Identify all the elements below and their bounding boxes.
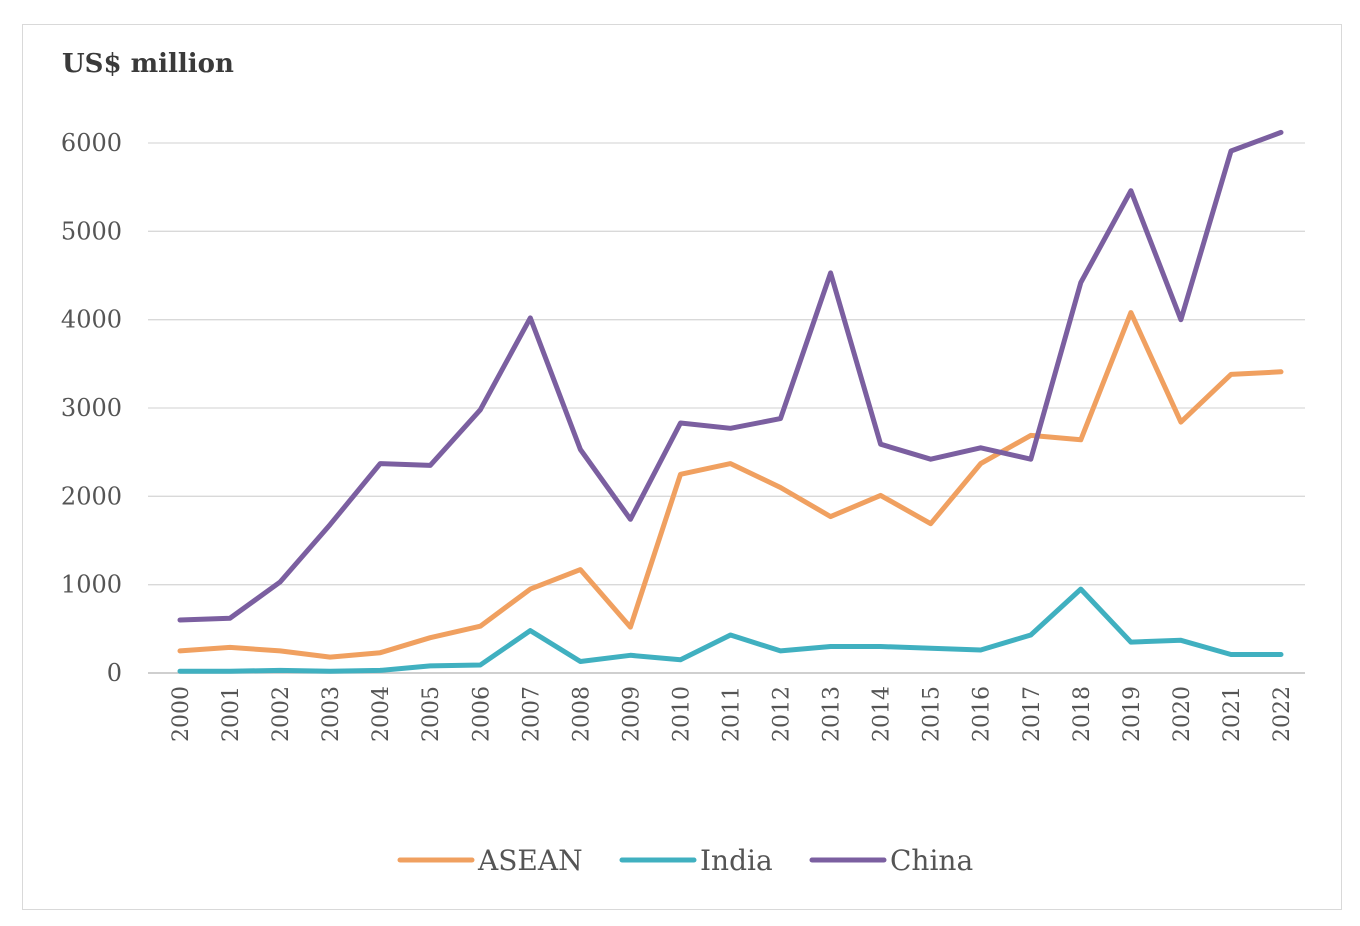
x-tick-label: 2003 <box>319 686 344 742</box>
y-tick-label: 1000 <box>61 571 122 599</box>
series-lines <box>177 129 1284 674</box>
x-tick-label: 2010 <box>669 686 694 742</box>
y-tick-label: 3000 <box>61 394 122 422</box>
x-tick-label: 2006 <box>469 686 494 742</box>
x-tick-label: 2014 <box>870 686 895 742</box>
legend-label-asean: ASEAN <box>477 844 583 877</box>
y-tick-label: 6000 <box>61 129 122 157</box>
x-tick-label: 2013 <box>820 686 845 742</box>
x-tick-label: 2022 <box>1270 686 1295 742</box>
legend-label-india: India <box>700 844 773 877</box>
series-line-china <box>177 129 1284 623</box>
legend: ASEAN India China <box>397 844 973 877</box>
x-tick-label: 2015 <box>920 686 945 742</box>
x-tick-label: 2017 <box>1020 686 1045 742</box>
x-tick-label: 2001 <box>219 686 244 742</box>
x-tick-label: 2000 <box>169 686 194 742</box>
x-tick-label: 2005 <box>419 686 444 742</box>
x-tick-label: 2002 <box>269 686 294 742</box>
x-tick-label: 2016 <box>970 686 995 742</box>
x-axis-ticks: 2000 2001 2002 2003 2004 2005 2006 2007 2008 2009… <box>169 686 1295 742</box>
series-line-india <box>177 586 1284 674</box>
x-tick-label: 2004 <box>369 686 394 742</box>
chart-frame <box>22 24 1342 910</box>
x-tick-label: 2020 <box>1170 686 1195 742</box>
y-tick-label: 2000 <box>61 482 122 510</box>
x-tick-label: 2009 <box>619 686 644 742</box>
series-line-asean <box>177 310 1284 660</box>
gridlines <box>148 142 1305 674</box>
y-tick-label: 5000 <box>61 217 122 245</box>
x-tick-label: 2008 <box>569 686 594 742</box>
x-tick-label: 2019 <box>1120 686 1145 742</box>
x-tick-label: 2021 <box>1220 686 1245 742</box>
legend-label-china: China <box>890 844 973 877</box>
y-tick-label: 4000 <box>61 306 122 334</box>
x-tick-label: 2007 <box>519 686 544 742</box>
y-tick-label: 0 <box>107 659 122 687</box>
x-tick-label: 2018 <box>1070 686 1095 742</box>
y-axis-ticks: 0 1000 2000 3000 4000 5000 6000 <box>61 129 122 687</box>
x-tick-label: 2012 <box>770 686 795 742</box>
y-axis-unit-label: US$ million <box>62 49 234 79</box>
x-tick-label: 2011 <box>720 686 745 742</box>
